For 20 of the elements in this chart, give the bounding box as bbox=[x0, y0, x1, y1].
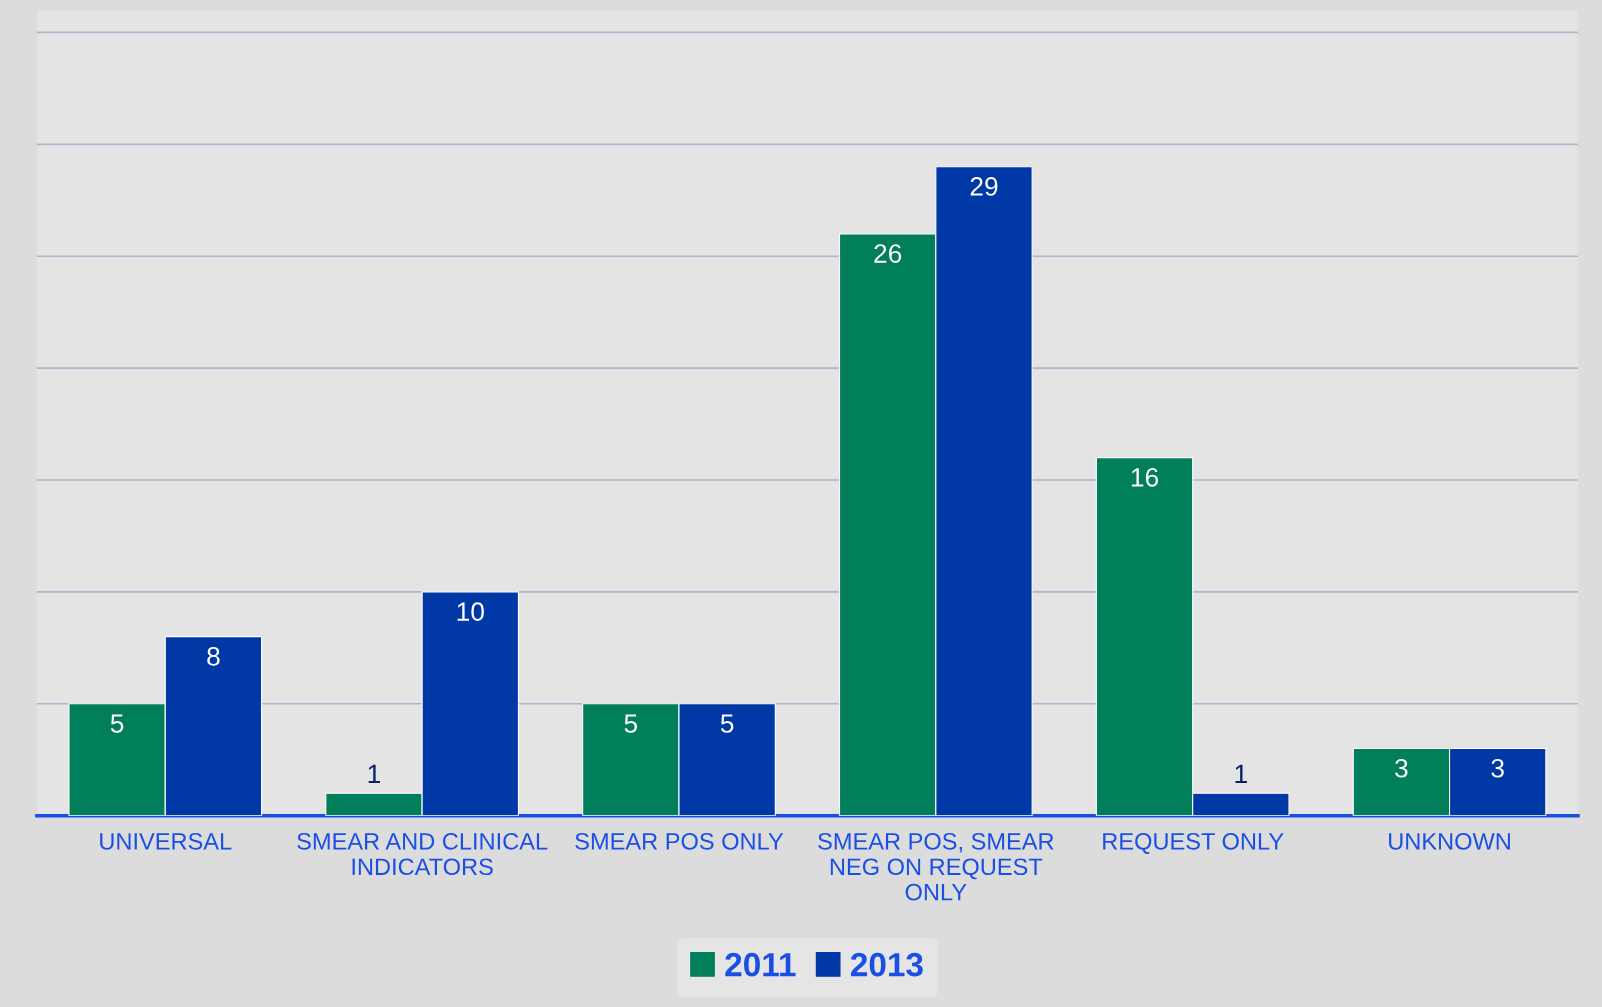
data-label: 1 bbox=[1235, 764, 1247, 783]
data-label: 5 bbox=[624, 714, 638, 733]
data-label: 3 bbox=[1395, 758, 1408, 778]
data-label: 1 bbox=[368, 764, 381, 783]
x-tick-label: SMEAR POS ONLY bbox=[575, 832, 784, 850]
x-tick-label: SMEAR AND CLINICAL INDICATORS bbox=[297, 832, 548, 876]
data-label: 29 bbox=[970, 177, 998, 196]
data-label: 16 bbox=[1131, 467, 1159, 487]
x-tick-label: UNIVERSAL bbox=[100, 832, 232, 850]
data-label: 5 bbox=[110, 714, 124, 733]
x-tick-label: UNKNOWN bbox=[1389, 832, 1510, 850]
data-label: 3 bbox=[1491, 758, 1504, 778]
x-tick-label: SMEAR POS, SMEAR NEG ON REQUEST ONLY bbox=[818, 832, 1054, 901]
x-tick-label: REQUEST ONLY bbox=[1103, 832, 1284, 854]
data-label: 26 bbox=[874, 244, 902, 263]
legend-label: 2013 bbox=[850, 952, 923, 977]
data-label: 10 bbox=[457, 602, 484, 621]
data-label: 5 bbox=[720, 714, 734, 733]
data-label: 8 bbox=[207, 647, 220, 666]
legend-label: 2011 bbox=[725, 952, 796, 977]
